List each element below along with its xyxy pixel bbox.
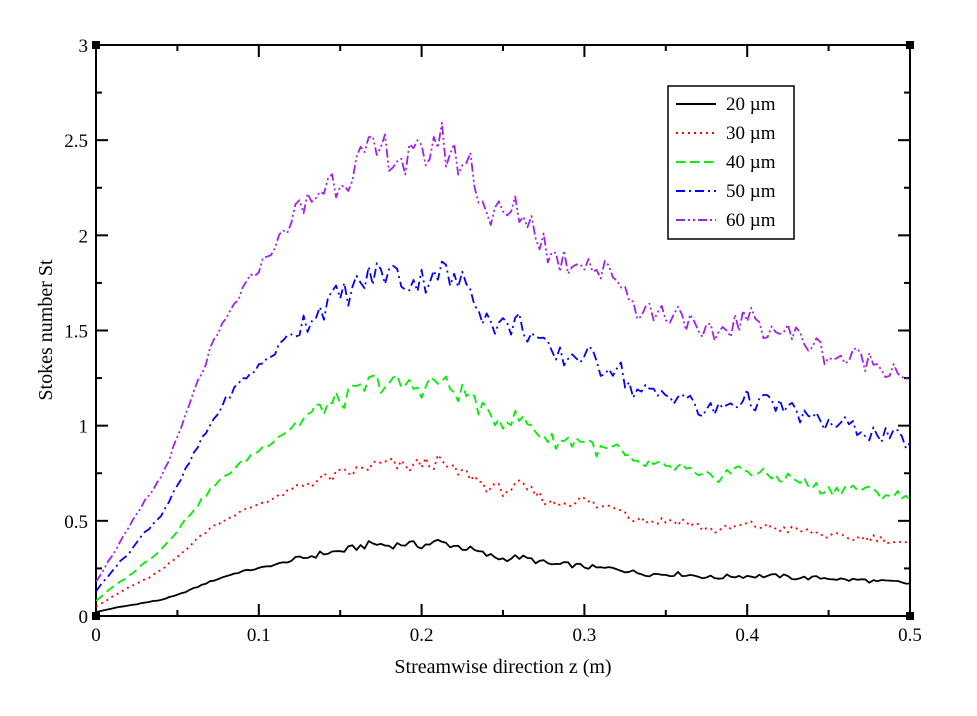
y-tick-label: 1.5: [64, 322, 88, 343]
y-tick-label: 1: [79, 417, 89, 438]
series-line-50m: [95, 260, 911, 592]
legend-label: 40 µm: [726, 152, 776, 173]
x-axis: 0 0.1 0.2 0.3 0.4 0.5: [91, 45, 922, 646]
y-tick-label: 3: [79, 36, 89, 57]
series-line-40m: [95, 374, 911, 602]
x-tick-label: 0.5: [898, 625, 922, 646]
y-tick-label: 0.5: [64, 512, 88, 533]
legend-label: 50 µm: [726, 181, 776, 202]
legend-label: 20 µm: [726, 94, 776, 115]
x-tick-label: 0.2: [410, 625, 434, 646]
x-tick-label: 0.3: [573, 625, 597, 646]
y-tick-label: 2.5: [64, 131, 88, 152]
y-tick-label: 0: [79, 607, 89, 628]
legend-label: 30 µm: [726, 123, 776, 144]
y-axis: 0 0.5 1 1.5 2 2.5 3: [64, 36, 910, 628]
x-tick-label: 0.4: [735, 625, 759, 646]
series-line-60m: [95, 121, 911, 583]
series-line-20m: [95, 538, 910, 614]
y-tick-label: 2: [79, 226, 89, 247]
legend-label: 60 µm: [726, 210, 776, 231]
y-axis-title: Stokes number St: [35, 259, 57, 401]
legend: 20 µm 30 µm 40 µm 50 µm 60 µm: [667, 85, 795, 240]
x-tick-label: 0.1: [247, 625, 271, 646]
series-line-30m: [95, 453, 911, 608]
x-axis-title: Streamwise direction z (m): [394, 656, 611, 678]
series-layer: [95, 121, 911, 614]
x-tick-label: 0: [91, 625, 101, 646]
legend-box: [667, 85, 795, 240]
